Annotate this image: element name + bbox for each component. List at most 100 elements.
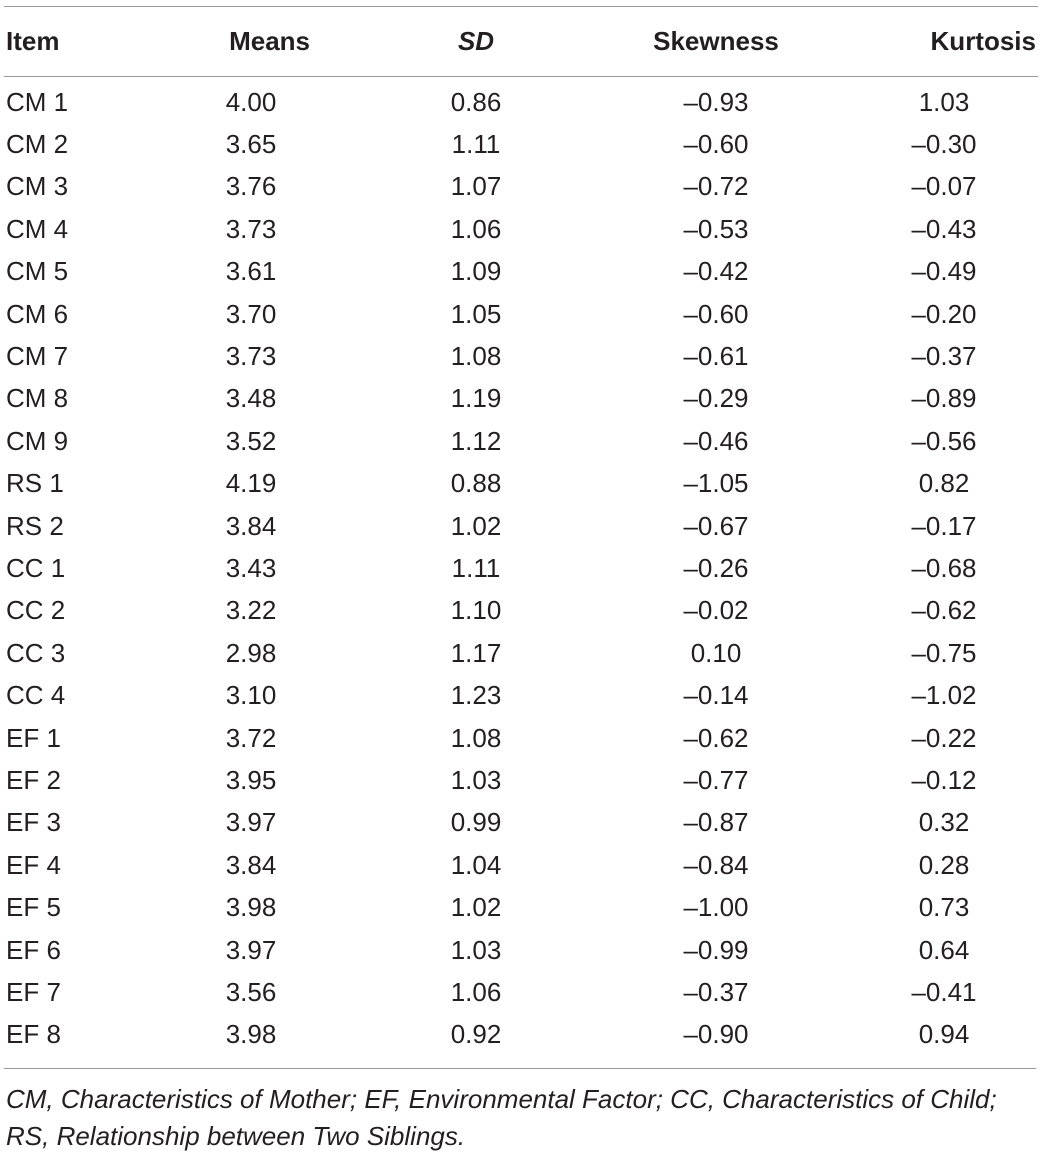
kurtosis-cell: –0.89 [911, 383, 977, 414]
skewness-cell: –0.60 [683, 129, 749, 160]
skewness-cell: –0.14 [683, 680, 749, 711]
header-row: Item Means SD Skewness Kurtosis [4, 7, 1038, 77]
table-row: CM 7 3.73 1.08 –0.61 –0.37 [4, 335, 1038, 377]
skewness-cell: –0.90 [683, 1019, 749, 1050]
skewness-cell: –0.53 [683, 213, 749, 244]
table-row: CC 4 3.10 1.23 –0.14 –1.02 [4, 674, 1038, 716]
item-cell: RS 1 [6, 468, 64, 499]
skewness-cell: –0.42 [683, 256, 749, 287]
table-header: Item Means SD Skewness Kurtosis [4, 7, 1038, 77]
table-row: CM 5 3.61 1.09 –0.42 –0.49 [4, 251, 1038, 293]
skewness-cell: –0.29 [683, 383, 749, 414]
table-row: EF 3 3.97 0.99 –0.87 0.32 [4, 802, 1038, 844]
table-container: Item Means SD Skewness Kurtosis CM 1 4.00… [4, 0, 1038, 1155]
table-row: EF 4 3.84 1.04 –0.84 0.28 [4, 844, 1038, 886]
item-cell: EF 8 [6, 1019, 61, 1050]
means-cell: 3.56 [225, 976, 277, 1007]
table-row: EF 2 3.95 1.03 –0.77 –0.12 [4, 759, 1038, 801]
sd-cell: 1.08 [450, 341, 502, 372]
sd-cell: 1.19 [450, 383, 502, 414]
table-footnote: CM, Characteristics of Mother; EF, Envir… [4, 1067, 1036, 1155]
kurtosis-cell: –0.30 [911, 129, 977, 160]
kurtosis-cell: –0.75 [911, 637, 977, 668]
item-cell: CM 7 [6, 341, 69, 372]
means-cell: 2.98 [225, 637, 277, 668]
sd-cell: 1.23 [450, 680, 502, 711]
kurtosis-cell: –0.68 [911, 552, 977, 583]
table-row: RS 1 4.19 0.88 –1.05 0.82 [4, 463, 1038, 505]
sd-cell: 1.07 [450, 171, 502, 202]
table-row: CM 4 3.73 1.06 –0.53 –0.43 [4, 208, 1038, 250]
means-cell: 3.72 [225, 722, 277, 753]
item-cell: CM 4 [6, 213, 69, 244]
kurtosis-cell: –0.56 [911, 425, 977, 456]
skewness-cell: –0.72 [683, 171, 749, 202]
sd-cell: 1.10 [450, 595, 502, 626]
sd-cell: 1.05 [450, 298, 502, 329]
item-cell: CC 1 [6, 552, 66, 583]
sd-cell: 0.88 [450, 468, 502, 499]
table-row: CM 9 3.52 1.12 –0.46 –0.56 [4, 420, 1038, 462]
kurtosis-cell: –0.43 [911, 213, 977, 244]
item-cell: CM 5 [6, 256, 69, 287]
kurtosis-cell: –0.07 [911, 171, 977, 202]
sd-cell: 1.03 [450, 764, 502, 795]
skewness-cell: 0.10 [690, 637, 742, 668]
means-cell: 3.65 [225, 129, 277, 160]
item-cell: CM 8 [6, 383, 69, 414]
item-cell: EF 5 [6, 892, 61, 923]
means-cell: 3.61 [225, 256, 277, 287]
skewness-cell: –0.61 [683, 341, 749, 372]
table-row: CC 3 2.98 1.17 0.10 –0.75 [4, 632, 1038, 674]
table-row: EF 1 3.72 1.08 –0.62 –0.22 [4, 717, 1038, 759]
means-cell: 3.48 [225, 383, 277, 414]
table-row: CM 3 3.76 1.07 –0.72 –0.07 [4, 166, 1038, 208]
sd-cell: 0.86 [450, 86, 502, 117]
means-cell: 3.84 [225, 849, 277, 880]
item-cell: EF 6 [6, 934, 61, 965]
means-cell: 3.73 [225, 213, 277, 244]
skewness-cell: –0.37 [683, 976, 749, 1007]
kurtosis-cell: –0.49 [911, 256, 977, 287]
header-item: Item [4, 7, 144, 77]
item-cell: EF 3 [6, 807, 61, 838]
means-cell: 3.95 [225, 764, 277, 795]
item-cell: CC 4 [6, 680, 66, 711]
sd-cell: 1.03 [450, 934, 502, 965]
table-row: CM 1 4.00 0.86 –0.93 1.03 [4, 77, 1038, 124]
skewness-cell: –0.93 [683, 86, 749, 117]
kurtosis-cell: 1.03 [918, 86, 970, 117]
table-row: EF 7 3.56 1.06 –0.37 –0.41 [4, 971, 1038, 1013]
kurtosis-cell: –0.12 [911, 764, 977, 795]
means-cell: 3.73 [225, 341, 277, 372]
table-body: CM 1 4.00 0.86 –0.93 1.03 CM 2 3.65 1.11 –0.60 –0… [4, 77, 1038, 1056]
table-row: CC 1 3.43 1.11 –0.26 –0.68 [4, 547, 1038, 589]
sd-cell: 1.09 [450, 256, 502, 287]
skewness-cell: –0.84 [683, 849, 749, 880]
item-cell: EF 2 [6, 764, 61, 795]
kurtosis-cell: –0.41 [911, 976, 977, 1007]
means-cell: 3.52 [225, 425, 277, 456]
header-sd: SD [370, 7, 582, 77]
kurtosis-cell: 0.32 [918, 807, 970, 838]
kurtosis-cell: 0.73 [918, 892, 970, 923]
sd-cell: 1.11 [451, 129, 501, 160]
item-cell: CM 6 [6, 298, 69, 329]
top-rule [4, 6, 1038, 7]
means-cell: 3.98 [225, 892, 277, 923]
kurtosis-cell: 0.94 [918, 1019, 970, 1050]
table-row: CM 2 3.65 1.11 –0.60 –0.30 [4, 123, 1038, 165]
sd-cell: 1.04 [450, 849, 502, 880]
table-row: CC 2 3.22 1.10 –0.02 –0.62 [4, 590, 1038, 632]
sd-cell: 1.12 [450, 425, 502, 456]
kurtosis-cell: 0.82 [918, 468, 970, 499]
means-cell: 3.43 [225, 552, 277, 583]
skewness-cell: –1.00 [683, 892, 749, 923]
means-cell: 3.97 [225, 934, 277, 965]
skewness-cell: –0.77 [683, 764, 749, 795]
means-cell: 3.76 [225, 171, 277, 202]
kurtosis-cell: –0.22 [911, 722, 977, 753]
item-cell: EF 1 [6, 722, 61, 753]
item-cell: EF 7 [6, 976, 61, 1007]
means-cell: 3.84 [225, 510, 277, 541]
